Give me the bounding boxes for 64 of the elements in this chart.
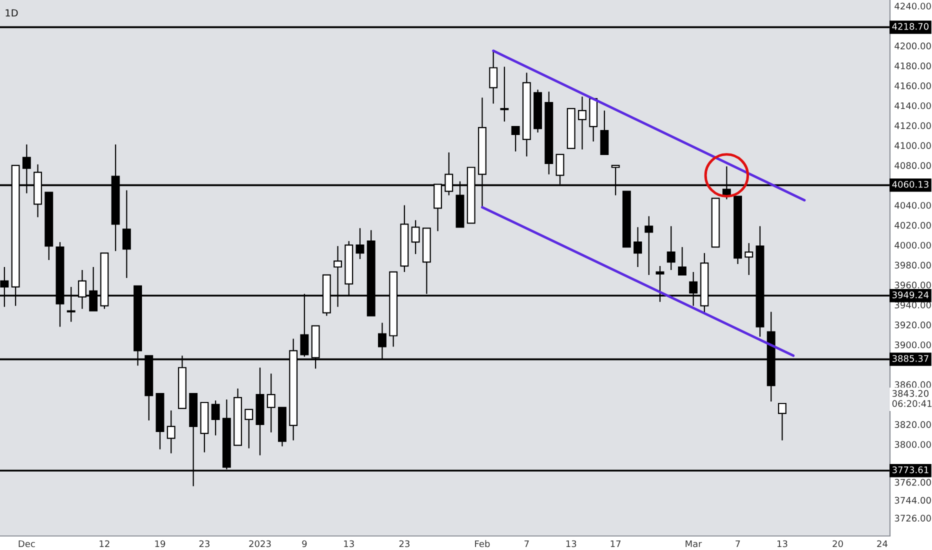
candlestick <box>500 66 509 122</box>
ref-line-label: 4218.70 <box>892 22 929 30</box>
candlestick <box>678 246 686 276</box>
candlestick <box>122 190 131 279</box>
candlestick <box>411 220 420 255</box>
y-tick-label: 3860.00 <box>894 381 931 388</box>
x-tick-label: Dec <box>18 540 35 548</box>
ref-line-label: 3885.37 <box>892 355 928 362</box>
y-tick-label: 3800.00 <box>894 441 931 448</box>
candlestick <box>644 216 654 276</box>
candlestick <box>666 226 676 271</box>
y-tick-label: 3900.00 <box>894 341 931 348</box>
y-tick-label: 4080.00 <box>894 162 931 169</box>
x-tick-label: 19 <box>155 540 166 548</box>
candlestick <box>489 51 498 104</box>
ref-line-label: 3949.24 <box>892 291 929 298</box>
y-tick-label: 4180.00 <box>894 62 931 70</box>
y-tick-label: 3820.00 <box>894 421 931 428</box>
candlestick <box>211 400 220 436</box>
candlestick <box>356 228 364 260</box>
y-tick-label: 3940.00 <box>894 302 931 308</box>
x-tick-label: 2023 <box>249 540 271 548</box>
y-tick-label: 3744.00 <box>894 496 931 504</box>
x-tick-label: 13 <box>777 540 788 548</box>
x-tick-label: 9 <box>302 540 307 548</box>
candlestick <box>166 410 176 454</box>
candlestick <box>744 242 754 276</box>
x-tick-label: 7 <box>524 540 529 548</box>
x-tick-label: 12 <box>100 540 110 548</box>
y-tick-label: 4240.00 <box>894 2 931 10</box>
y-tick-label: 4120.00 <box>894 122 931 130</box>
text: 3843.20 06:20:41 <box>892 390 932 407</box>
x-tick-label: 24 <box>877 540 888 548</box>
candlestick <box>511 126 520 152</box>
candlestick <box>578 96 586 150</box>
y-tick-label: 4040.00 <box>894 202 931 209</box>
y-tick-label: 3920.00 <box>894 322 931 328</box>
ref-line-label: 3773.61 <box>892 466 928 474</box>
y-tick-label: 3726.00 <box>894 514 931 522</box>
y-tick-label: 4100.00 <box>894 142 931 150</box>
x-tick-label: 20 <box>832 540 843 548</box>
candlestick <box>244 408 254 449</box>
ref-line-label: 4060.13 <box>892 180 928 188</box>
y-tick-label: 3960.00 <box>894 282 931 288</box>
candlestick <box>634 226 642 268</box>
candlestick <box>778 402 786 441</box>
y-tick-label: 3980.00 <box>894 262 931 269</box>
y-tick-label: 4000.00 <box>894 242 931 249</box>
x-tick-label: 7 <box>736 540 740 548</box>
candlestick <box>266 373 276 433</box>
x-tick-label: 13 <box>344 540 354 548</box>
x-tick-label: 17 <box>610 540 621 548</box>
y-tick-label: 3762.00 <box>894 478 931 486</box>
y-tick-label: 4140.00 <box>894 102 931 110</box>
x-tick-label: Mar <box>686 540 702 548</box>
y-tick-label: 4160.00 <box>894 82 931 90</box>
x-tick-label: Feb <box>475 540 490 548</box>
y-tick-label: 4200.00 <box>894 42 931 50</box>
x-tick-label: 23 <box>399 540 410 548</box>
x-tick-label: 13 <box>566 540 576 548</box>
candlestick <box>600 110 609 155</box>
y-tick-label: 4020.00 <box>894 222 931 229</box>
x-tick-label: 23 <box>199 540 210 548</box>
text: 1D <box>6 9 18 16</box>
